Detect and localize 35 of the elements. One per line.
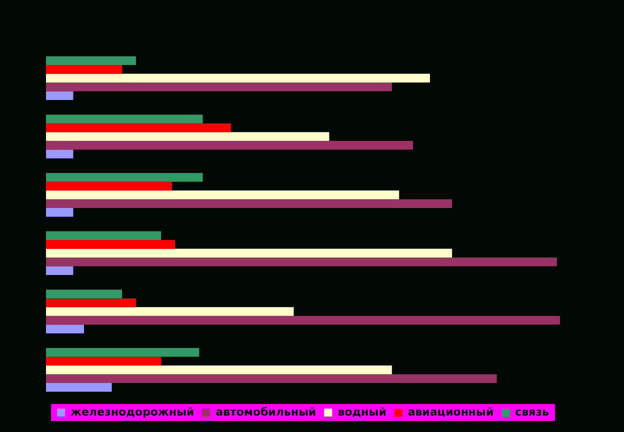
- bar: [46, 266, 74, 276]
- legend-label: связь: [515, 405, 549, 418]
- legend-label: автомобильный: [216, 405, 316, 418]
- bar: [46, 150, 74, 158]
- bar: [46, 240, 176, 249]
- bar: [46, 182, 172, 190]
- bar: [46, 56, 136, 66]
- legend-label: водный: [338, 405, 386, 418]
- bar: [46, 290, 122, 298]
- bar: [46, 82, 392, 92]
- bar: [46, 208, 74, 217]
- bar: [46, 316, 560, 325]
- bar: [46, 307, 294, 316]
- bar: [46, 298, 136, 308]
- bar: [46, 74, 430, 83]
- bar: [46, 114, 203, 124]
- bar: [46, 356, 162, 366]
- bar: [46, 140, 413, 150]
- bar: [46, 324, 84, 334]
- bar: [46, 258, 557, 266]
- bar: [46, 382, 112, 392]
- bar: [46, 231, 162, 240]
- bar: [46, 199, 452, 208]
- bar: [46, 365, 392, 374]
- bar: [46, 248, 452, 258]
- bar: [46, 348, 200, 357]
- legend-label: железнодорожный: [70, 405, 194, 418]
- bar: [46, 132, 330, 141]
- bar: [46, 123, 232, 132]
- bar: [46, 172, 203, 182]
- bar: [46, 374, 497, 383]
- legend-label: авиационный: [408, 405, 494, 418]
- bar: [46, 65, 122, 74]
- bar: [46, 91, 74, 100]
- bar: [46, 190, 400, 200]
